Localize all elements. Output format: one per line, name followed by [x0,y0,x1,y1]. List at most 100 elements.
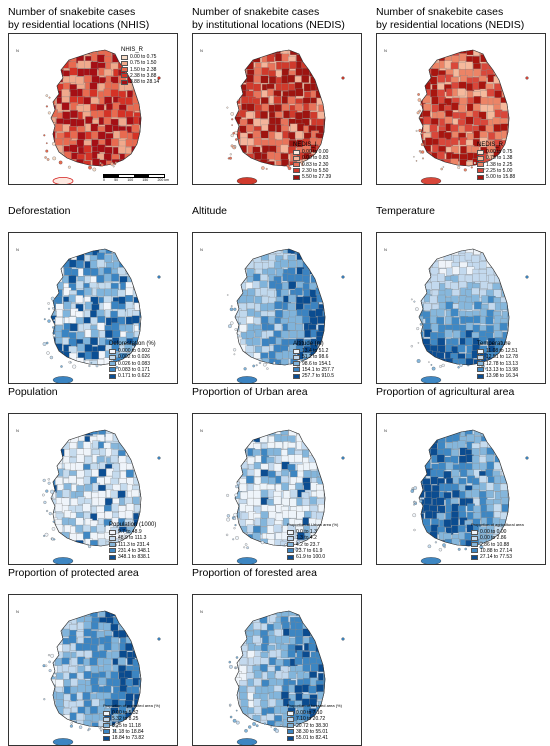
map-legend: NEDIS_R 0.00 to 0.75 0.75 to 1.38 1.38 to 2… [477,142,515,180]
coastal-island [227,157,230,160]
legend-title: Deforestation (%) [109,341,156,347]
legend-label: 0.00 to 5.32 [112,710,139,717]
legend-label: 0.83 to 2.30 [302,161,329,168]
coastal-island [42,342,47,346]
panel-title-line: by institutional locations (NEDIS) [192,18,345,31]
legend-label: 7.10 to 20.72 [296,716,326,723]
legend-entry: 7.10 to 20.72 [287,716,342,722]
coastal-island [258,361,262,365]
coastal-island [413,300,416,303]
map-frame: N Proportion of agricultural area 0.00 to … [376,413,546,565]
coastal-island [47,111,51,115]
panel-forested: Proportion of forested area N Proportion o… [192,567,362,746]
coastal-island [418,109,421,113]
legend-title: NEDIS_R [477,142,504,148]
agricultural-map-svg [410,429,529,564]
coastal-island [230,305,233,307]
legend-entry: 9.7 to 48.9 [109,529,156,535]
protected-map-svg [42,610,161,745]
coastal-island [234,145,237,148]
legend-label: 48.9 to 111.3 [118,535,147,542]
legend-entry: 0.00 to 0.83 [293,155,331,161]
coastal-island [50,653,54,658]
coastal-island [45,489,49,493]
panel-title-line: Temperature [376,205,435,217]
legend-entry: 0.00 to 0.75 [121,54,159,60]
panel-title: Temperature [376,205,546,230]
coastal-island [464,547,467,551]
legend-label: 0.00 to 7.10 [296,710,323,717]
map-legend: Deforestation (%) 0.000 to 0.002 0.002 to … [109,341,156,379]
legend-entry: 10.88 to 27.14 [471,548,524,554]
coastal-island [470,166,473,169]
coastal-island [229,664,233,669]
coastal-island [88,364,91,368]
coastal-island [441,363,445,367]
panel-title-line: Proportion of Urban area [192,386,308,398]
nedis-r-map-svg [413,49,529,184]
legend-label: 5.50 to 27.39 [302,174,332,181]
coastal-island [233,512,238,517]
coastal-island [45,149,49,153]
legend-entry: 18.84 to 73.82 [103,735,160,741]
coastal-island [70,722,73,725]
legend-entry: 5.50 to 27.39 [293,174,331,180]
coastal-island [95,364,99,368]
legend-swatch [471,554,478,560]
map-frame: N Deforestation (%) 0.000 to 0.002 0.002 to… [8,232,178,384]
legend-label: 5.00 to 15.88 [486,174,516,181]
legend-swatch [109,355,116,360]
coastal-island [88,727,91,731]
coastal-island [415,160,418,162]
legend-entry: 13.13 to 13.98 [477,367,518,373]
coastal-island [234,328,238,331]
jeju-island [236,177,258,184]
legend-label: 27.14 to 77.53 [480,554,512,561]
coastal-island [48,96,51,99]
coastal-island [47,654,51,657]
coastal-island [416,111,420,115]
scale-bar-label: 0 [103,178,105,182]
legend-entry: 154.1 to 257.7 [293,367,334,373]
legend-label: 98.6 to 154.1 [302,360,332,367]
legend-entry: 12.51 to 12.78 [477,354,518,360]
coastal-island [252,364,256,368]
coastal-island [53,538,56,541]
coastal-island [46,509,49,513]
legend-entry: 0.026 to 0.083 [109,361,156,367]
ulleungdo-island [525,76,529,80]
legend-swatch [109,367,116,373]
coastal-island [230,133,234,138]
coastal-island [473,161,477,165]
coastal-island [295,723,299,727]
coastal-island [419,322,423,326]
legend-label: 13.98 to 16.34 [486,373,518,380]
coastal-island [235,656,239,659]
coastal-island [255,724,259,728]
jeju-island [52,177,74,184]
ulleungdo-island [341,637,345,641]
legend-entry: 0.83 to 2.30 [293,162,331,168]
legend-label: 13.13 to 13.98 [486,366,518,373]
coastal-island [88,165,92,170]
legend-entry: 8.25 to 11.18 [103,723,160,729]
legend-label: 23.7 to 61.9 [296,547,323,554]
legend-entry: 2.30 to 5.50 [293,168,331,174]
coastal-island [234,524,237,527]
legend-swatch [477,149,484,155]
legend-title: Proportion of protected area (%) [103,703,161,708]
coastal-island [419,497,423,500]
ulleungdo-island [341,456,345,460]
legend-entry: 55.01 to 82.41 [287,735,342,741]
panel-nedis-i: Number of snakebite cases by institutiona… [192,6,362,185]
legend-entry: 11.18 to 18.84 [103,729,160,735]
coastal-island [235,709,238,712]
coastal-island [243,367,247,371]
north-arrow: N [384,428,387,433]
legend-entry: 2.38 to 3.88 [121,73,159,79]
coastal-island [248,725,252,729]
coastal-island [43,698,46,701]
legend-swatch [293,168,300,174]
panel-title-line: Number of snakebite cases [192,6,320,18]
coastal-island [284,543,288,546]
